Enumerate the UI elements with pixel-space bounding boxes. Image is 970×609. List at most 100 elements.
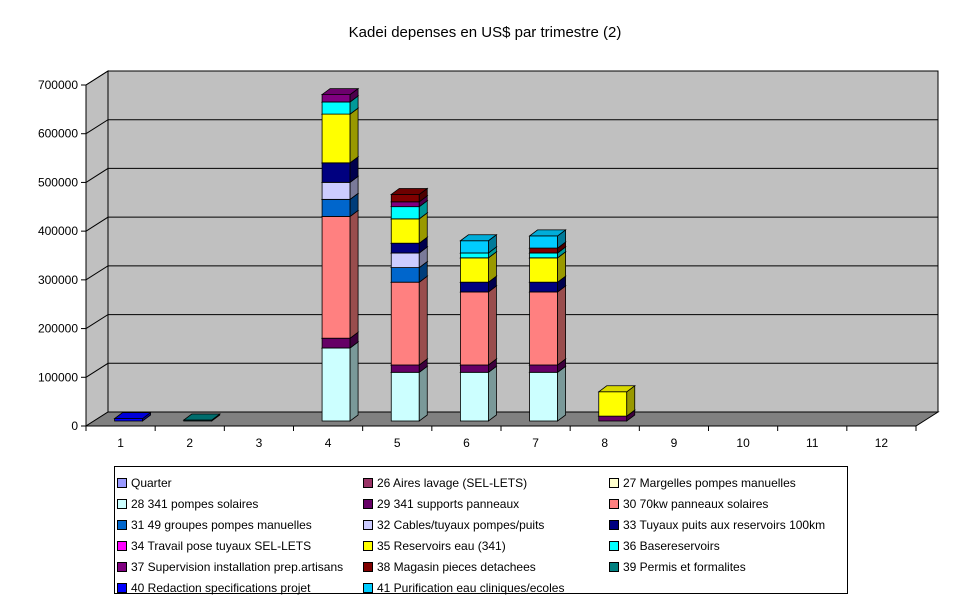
bar-stack-1	[113, 411, 152, 422]
bar-front	[390, 201, 420, 208]
bar-front	[390, 252, 420, 268]
gridline	[85, 265, 938, 281]
bar-front	[460, 240, 489, 254]
legend-swatch	[609, 519, 619, 530]
bar-front	[529, 247, 558, 254]
legend-label: 40 Redaction specifications projet	[131, 580, 311, 595]
bar-front	[460, 252, 489, 259]
bar-stack-6	[459, 233, 498, 422]
legend-label: 39 Permis et formalites	[623, 559, 746, 574]
bar-side	[488, 365, 497, 422]
bar-top	[113, 412, 152, 419]
bar-front	[390, 364, 420, 373]
legend-label: 36 Basereservoirs	[623, 538, 720, 553]
bar-front	[321, 215, 351, 339]
y-tick-label: 200000	[38, 322, 78, 336]
legend-swatch	[609, 561, 619, 572]
legend-swatch	[363, 477, 373, 488]
bar-stack-4	[320, 87, 360, 422]
x-tick-label: 12	[875, 436, 889, 450]
bar-front	[321, 347, 351, 422]
legend-label: 27 Margelles pompes manuelles	[623, 475, 796, 490]
legend-label: 38 Magasin pieces detachees	[377, 559, 536, 574]
bar-segment	[390, 365, 429, 422]
legend-swatch	[363, 519, 373, 530]
legend-swatch	[363, 582, 373, 593]
legend-swatch	[363, 540, 373, 551]
legend-label: Quarter	[131, 475, 172, 490]
legend-swatch	[117, 540, 127, 551]
bar-top	[320, 88, 360, 96]
back-wall	[107, 70, 939, 413]
bar-front	[390, 371, 420, 422]
legend-swatch	[117, 582, 127, 593]
legend-swatch	[609, 540, 619, 551]
bar-front	[598, 391, 628, 417]
bar-top	[459, 234, 498, 242]
legend-item: 32 Cables/tuyaux pompes/puits	[361, 514, 607, 535]
bar-front	[529, 281, 558, 293]
gridline	[85, 216, 938, 232]
y-tick-label: 300000	[38, 273, 78, 287]
bar-segment	[320, 209, 360, 339]
bars	[113, 87, 636, 422]
legend-item: 35 Reservoirs eau (341)	[361, 535, 607, 556]
bar-stack-7	[528, 229, 567, 422]
x-tick-label: 3	[256, 436, 263, 450]
bar-side	[418, 275, 428, 366]
legend-swatch	[117, 519, 127, 530]
bar-stack-8	[597, 384, 636, 422]
bar-side	[557, 365, 566, 422]
legend-swatch	[363, 561, 373, 572]
x-tick-label: 7	[532, 436, 539, 450]
legend-swatch	[117, 498, 127, 509]
legend-item: 39 Permis et formalites	[607, 556, 847, 577]
bar-front	[321, 181, 351, 200]
bar-segment	[113, 411, 152, 422]
bar-front	[460, 291, 489, 366]
x-tick-label: 4	[325, 436, 332, 450]
bar-segment	[459, 285, 498, 366]
bar-segment	[320, 107, 360, 164]
bar-stack-5	[390, 187, 429, 422]
bar-segment	[320, 341, 360, 422]
bar-front	[321, 94, 351, 103]
x-axis-ticks: 1 2 3 4 5 6 7 8 9 10 11 12	[85, 425, 917, 450]
x-tick-label: 9	[671, 436, 678, 450]
bar-front	[321, 162, 351, 183]
bar-front	[529, 252, 558, 259]
bar-front	[529, 235, 558, 249]
bar-segment	[182, 413, 221, 422]
plot-background	[84, 70, 940, 427]
bar-top	[597, 385, 636, 393]
bar-segment	[459, 365, 498, 422]
x-tick-label: 10	[736, 436, 750, 450]
bar-side	[349, 107, 359, 164]
legend: Quarter 26 Aires lavage (SEL-LETS) 27 Marg…	[114, 466, 848, 595]
legend-label: 30 70kw panneaux solaires	[623, 496, 769, 511]
bar-side	[349, 209, 359, 339]
bar-front	[598, 415, 628, 422]
y-tick-label: 700000	[38, 78, 78, 92]
bar-segment	[320, 87, 360, 103]
x-tick-label: 6	[463, 436, 470, 450]
bar-front	[390, 267, 420, 283]
bar-segment	[390, 187, 429, 203]
legend-item: 33 Tuyaux puits aux reservoirs 100km	[607, 514, 847, 535]
bar-segment	[597, 384, 636, 417]
legend-item: Quarter	[115, 472, 361, 493]
side-wall	[85, 70, 109, 427]
gridline	[85, 70, 938, 86]
bar-segment	[528, 365, 567, 422]
bar-segment	[390, 275, 429, 366]
legend-item: 31 49 groupes pompes manuelles	[115, 514, 361, 535]
legend-grid: Quarter 26 Aires lavage (SEL-LETS) 27 Marg…	[115, 467, 847, 598]
legend-label: 32 Cables/tuyaux pompes/puits	[377, 517, 545, 532]
legend-swatch	[117, 477, 127, 488]
bar-front	[460, 364, 489, 373]
legend-label: 37 Supervision installation prep.artisan…	[131, 559, 344, 574]
bar-top	[528, 229, 567, 237]
x-tick-label: 8	[601, 436, 608, 450]
legend-item: 26 Aires lavage (SEL-LETS)	[361, 472, 607, 493]
